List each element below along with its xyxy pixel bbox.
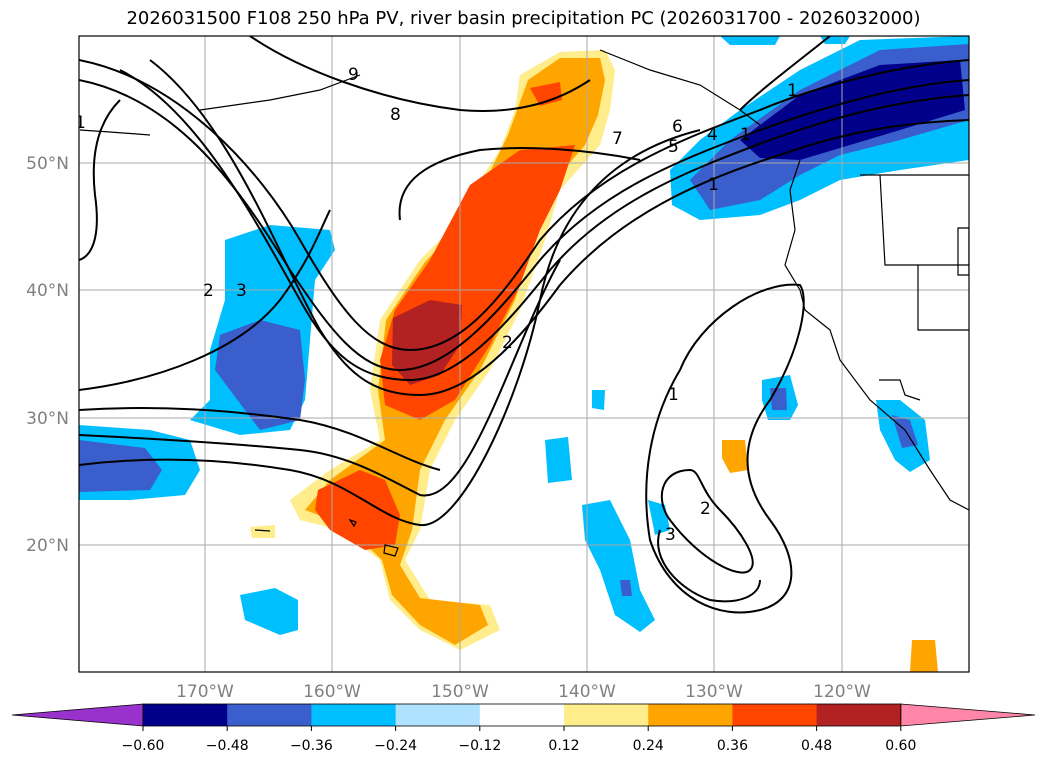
colorbar-bin	[311, 704, 397, 726]
colorbar-extend-high	[900, 703, 1036, 727]
colorbar-bin	[564, 704, 649, 726]
contour-label: 3	[236, 281, 247, 301]
lon-label: 120°W	[813, 682, 871, 702]
colorbar-bin	[648, 704, 733, 726]
colorbar-bin	[395, 704, 481, 726]
lon-label: 150°W	[431, 682, 489, 702]
lat-label: 40°N	[26, 281, 69, 301]
lon-label: 140°W	[558, 682, 616, 702]
contour-label: 2	[502, 333, 513, 353]
lon-label: 130°W	[685, 682, 743, 702]
colorbar-tick: 0.12	[548, 738, 579, 754]
colorbar-tick: 0.36	[717, 738, 748, 754]
map-frame	[78, 35, 970, 673]
colorbar-tick: 0.48	[801, 738, 832, 754]
map-panel: 1 9 8 2 3 1 7 6 5 4 1 1 2 1 2 3 1	[75, 36, 969, 672]
colorbar-bin	[732, 704, 818, 726]
contour-label: 3	[665, 525, 676, 545]
lon-label: 160°W	[303, 682, 361, 702]
contour-label: 9	[348, 65, 359, 85]
colorbar-tick: −0.12	[458, 738, 501, 754]
longitude-labels: 170°W 160°W 150°W 140°W 130°W 120°W	[176, 682, 871, 702]
colorbar-extend-low	[11, 703, 144, 727]
contour-label: 1	[787, 81, 798, 101]
colorbar	[11, 703, 1036, 731]
colorbar-tick-labels: −0.60 −0.48 −0.36 −0.24 −0.12 0.12 0.24 …	[122, 738, 917, 754]
contour-label: 5	[668, 137, 679, 157]
lat-label: 50°N	[26, 154, 69, 174]
pv-contours	[79, 36, 969, 614]
lat-label: 20°N	[26, 536, 69, 556]
contour-label: 1	[668, 385, 679, 405]
colorbar-tick: −0.24	[374, 738, 417, 754]
colorbar-tick: 0.24	[633, 738, 664, 754]
contour-label: 1	[708, 175, 719, 195]
map-title: 2026031500 F108 250 hPa PV, river basin …	[126, 8, 921, 29]
colorbar-tick: −0.36	[290, 738, 333, 754]
contour-label: 8	[390, 105, 401, 125]
colorbar-bin	[143, 704, 228, 726]
colorbar-tick: −0.48	[206, 738, 249, 754]
contour-labels: 1 9 8 2 3 1 7 6 5 4 1 1 2 1 2 3 1	[75, 65, 798, 545]
lon-label: 170°W	[176, 682, 234, 702]
contour-label: 2	[203, 281, 214, 301]
contour-label: 6	[672, 117, 683, 137]
contour-label: 1	[75, 113, 86, 133]
colorbar-tick: 0.60	[885, 738, 916, 754]
latitude-labels: 50°N 40°N 30°N 20°N	[26, 154, 69, 556]
contour-label: 4	[707, 125, 718, 145]
lat-label: 30°N	[26, 409, 69, 429]
colorbar-outline	[142, 703, 902, 727]
graticule	[79, 36, 969, 672]
contour-label: 1	[740, 125, 751, 145]
colorbar-tick: −0.60	[122, 738, 165, 754]
colorbar-bin	[479, 704, 565, 726]
colorbar-bin	[227, 704, 312, 726]
contour-label: 7	[612, 129, 623, 149]
contour-label: 2	[700, 499, 711, 519]
colorbar-bin	[816, 704, 902, 726]
